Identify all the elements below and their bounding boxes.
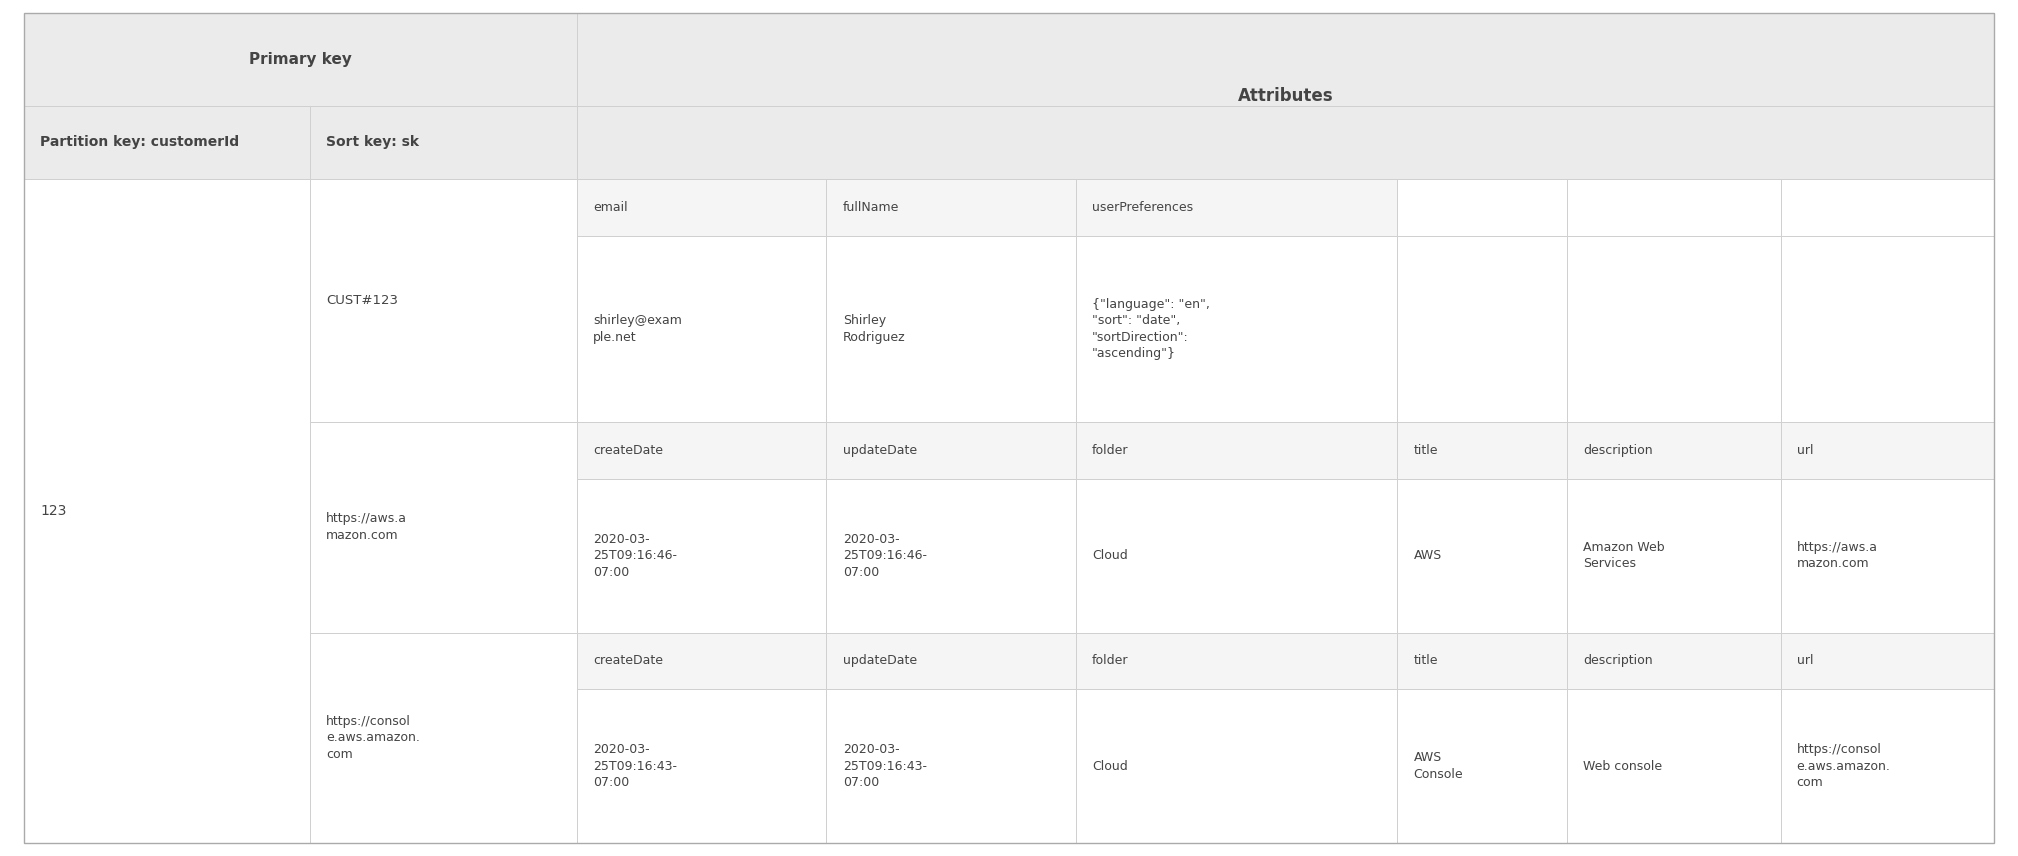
Text: https://consol
e.aws.amazon.
com: https://consol e.aws.amazon. com — [325, 715, 420, 761]
Bar — [1076, 633, 1398, 689]
Text: 2020-03-
25T09:16:46-
07:00: 2020-03- 25T09:16:46- 07:00 — [844, 532, 926, 579]
Text: https://aws.a
mazon.com: https://aws.a mazon.com — [325, 513, 408, 542]
Text: 2020-03-
25T09:16:46-
07:00: 2020-03- 25T09:16:46- 07:00 — [593, 532, 678, 579]
Text: AWS: AWS — [1415, 549, 1443, 562]
Bar — [309, 422, 577, 633]
Text: 123: 123 — [40, 504, 67, 518]
Bar — [577, 689, 827, 843]
Bar — [1398, 235, 1568, 422]
Bar — [1398, 633, 1568, 689]
Bar — [1568, 633, 1780, 689]
Bar — [577, 422, 827, 479]
Text: https://aws.a
mazon.com: https://aws.a mazon.com — [1796, 541, 1877, 570]
Bar — [1568, 689, 1780, 843]
Bar — [1780, 179, 1994, 235]
Bar — [1076, 422, 1398, 479]
Bar — [24, 13, 577, 106]
Bar — [577, 235, 827, 422]
Text: shirley@exam
ple.net: shirley@exam ple.net — [593, 314, 682, 343]
Bar — [577, 179, 827, 235]
Bar — [1780, 479, 1994, 633]
Text: title: title — [1415, 654, 1439, 668]
Bar — [24, 179, 309, 843]
Text: title: title — [1415, 443, 1439, 457]
Bar — [827, 689, 1076, 843]
Bar — [577, 479, 827, 633]
Text: Cloud: Cloud — [1092, 549, 1128, 562]
Bar — [577, 13, 1994, 106]
Text: Sort key: sk: Sort key: sk — [325, 135, 420, 150]
Text: Amazon Web
Services: Amazon Web Services — [1584, 541, 1665, 570]
Text: description: description — [1584, 654, 1653, 668]
Bar — [1568, 479, 1780, 633]
Bar — [827, 633, 1076, 689]
Text: Cloud: Cloud — [1092, 760, 1128, 773]
Text: url: url — [1796, 443, 1814, 457]
Bar — [309, 633, 577, 843]
Text: Shirley
Rodriguez: Shirley Rodriguez — [844, 314, 906, 343]
Text: folder: folder — [1092, 443, 1128, 457]
Text: updateDate: updateDate — [844, 443, 916, 457]
Bar — [1398, 479, 1568, 633]
Bar — [577, 106, 1994, 179]
Text: https://consol
e.aws.amazon.
com: https://consol e.aws.amazon. com — [1796, 743, 1891, 789]
Text: url: url — [1796, 654, 1814, 668]
Bar — [1568, 422, 1780, 479]
Bar — [1398, 179, 1568, 235]
Text: userPreferences: userPreferences — [1092, 201, 1193, 214]
Text: Web console: Web console — [1584, 760, 1663, 773]
Bar — [1780, 633, 1994, 689]
Text: folder: folder — [1092, 654, 1128, 668]
Text: AWS
Console: AWS Console — [1415, 752, 1463, 781]
Text: {"language": "en",
"sort": "date",
"sortDirection":
"ascending"}: {"language": "en", "sort": "date", "sort… — [1092, 298, 1211, 360]
Bar — [1568, 179, 1780, 235]
Bar — [1076, 479, 1398, 633]
Bar — [1780, 689, 1994, 843]
Text: fullName: fullName — [844, 201, 898, 214]
Text: updateDate: updateDate — [844, 654, 916, 668]
Bar — [24, 106, 309, 179]
Bar — [1568, 235, 1780, 422]
Text: createDate: createDate — [593, 443, 664, 457]
Text: 2020-03-
25T09:16:43-
07:00: 2020-03- 25T09:16:43- 07:00 — [593, 743, 678, 789]
Bar — [1076, 235, 1398, 422]
Bar — [309, 106, 577, 179]
Text: email: email — [593, 201, 628, 214]
Text: description: description — [1584, 443, 1653, 457]
Bar — [1398, 422, 1568, 479]
Text: 2020-03-
25T09:16:43-
07:00: 2020-03- 25T09:16:43- 07:00 — [844, 743, 926, 789]
Text: Attributes: Attributes — [1237, 86, 1334, 105]
Bar — [827, 479, 1076, 633]
Bar — [827, 422, 1076, 479]
Text: CUST#123: CUST#123 — [325, 294, 398, 307]
Bar — [827, 179, 1076, 235]
Bar — [1780, 235, 1994, 422]
Bar — [577, 633, 827, 689]
Bar — [1780, 422, 1994, 479]
Bar — [827, 235, 1076, 422]
Text: Primary key: Primary key — [250, 52, 351, 67]
Bar — [1398, 689, 1568, 843]
Text: createDate: createDate — [593, 654, 664, 668]
Text: Partition key: customerId: Partition key: customerId — [40, 135, 240, 150]
Bar — [309, 179, 577, 422]
Bar — [1076, 689, 1398, 843]
Bar — [1076, 179, 1398, 235]
